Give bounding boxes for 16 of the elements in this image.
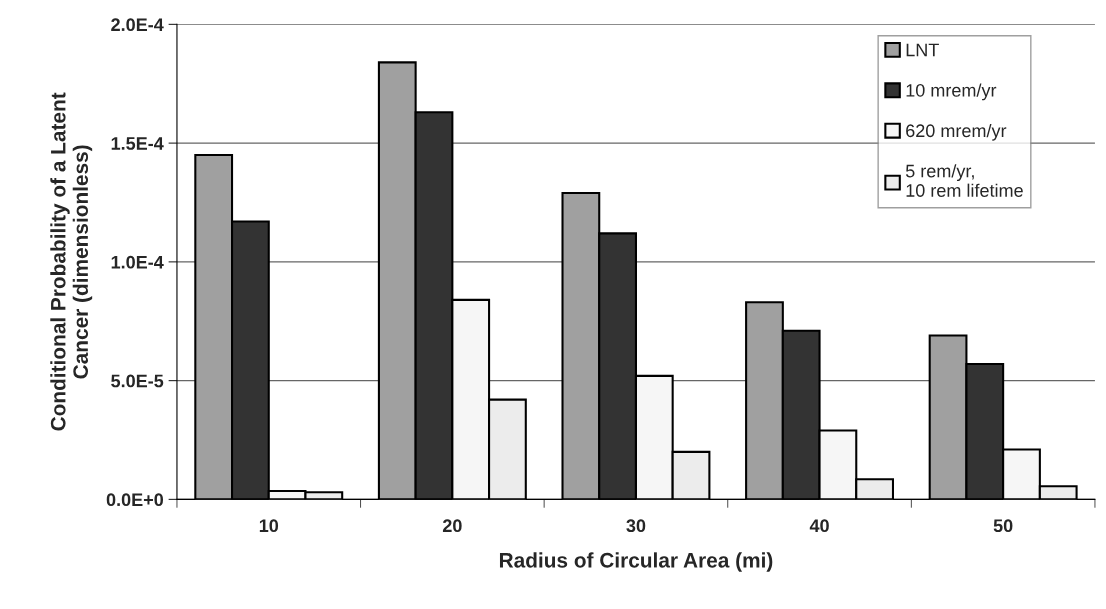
x-tick-label: 30 (626, 519, 646, 533)
y-tick-label: 5.0E-5 (111, 374, 164, 388)
x-tick-label: 50 (993, 519, 1013, 533)
y-axis-title: Conditional Probability of a Latent Cancer (dimensionless) (50, 92, 93, 431)
x-tick-label: 10 (259, 519, 279, 533)
x-tick-label: 20 (442, 519, 462, 533)
y-tick-label: 1.5E-4 (111, 137, 164, 150)
y-tick-label: 2.0E-4 (111, 18, 164, 32)
x-tick-label: 40 (809, 519, 829, 533)
legend-label: LNT (906, 43, 939, 57)
x-axis-title: Radius of Circular Area (mi) (499, 552, 773, 572)
legend-label: 5 rem/yr, 10 rem lifetime (905, 164, 1023, 197)
legend-label: 10 mrem/yr (906, 83, 997, 101)
y-tick-label: 0.0E+0 (106, 493, 164, 507)
legend-label: 620 mrem/yr (906, 123, 1007, 141)
y-tick-label: 1.0E-4 (111, 255, 164, 269)
